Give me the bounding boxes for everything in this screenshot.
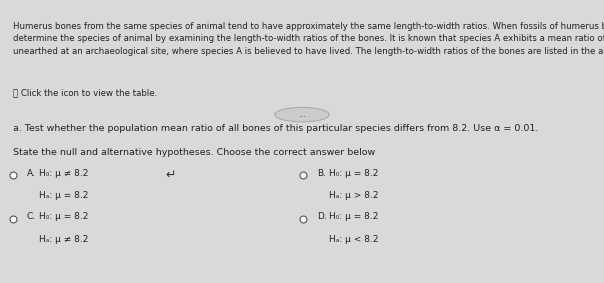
- Text: ⬜ Click the icon to view the table.: ⬜ Click the icon to view the table.: [13, 89, 158, 98]
- Text: Hₐ: μ < 8.2: Hₐ: μ < 8.2: [329, 235, 378, 244]
- Text: a. Test whether the population mean ratio of all bones of this particular specie: a. Test whether the population mean rati…: [13, 124, 539, 133]
- Text: Humerus bones from the same species of animal tend to have approximately the sam: Humerus bones from the same species of a…: [13, 22, 604, 56]
- Ellipse shape: [275, 108, 329, 122]
- Text: ...: ...: [298, 110, 306, 119]
- Text: Hₐ: μ > 8.2: Hₐ: μ > 8.2: [329, 192, 378, 200]
- Text: H₀: μ ≠ 8.2: H₀: μ ≠ 8.2: [39, 169, 88, 178]
- Text: Hₐ: μ ≠ 8.2: Hₐ: μ ≠ 8.2: [39, 235, 88, 244]
- Text: State the null and alternative hypotheses. Choose the correct answer below: State the null and alternative hypothese…: [13, 148, 376, 157]
- Text: D.: D.: [317, 213, 327, 221]
- Text: H₀: μ = 8.2: H₀: μ = 8.2: [39, 213, 88, 221]
- Text: ↵: ↵: [166, 169, 176, 182]
- Text: H₀: μ = 8.2: H₀: μ = 8.2: [329, 169, 378, 178]
- Text: H₀: μ = 8.2: H₀: μ = 8.2: [329, 213, 378, 221]
- Text: C.: C.: [27, 213, 36, 221]
- Text: A.: A.: [27, 169, 36, 178]
- Text: B.: B.: [317, 169, 326, 178]
- Text: Hₐ: μ = 8.2: Hₐ: μ = 8.2: [39, 192, 88, 200]
